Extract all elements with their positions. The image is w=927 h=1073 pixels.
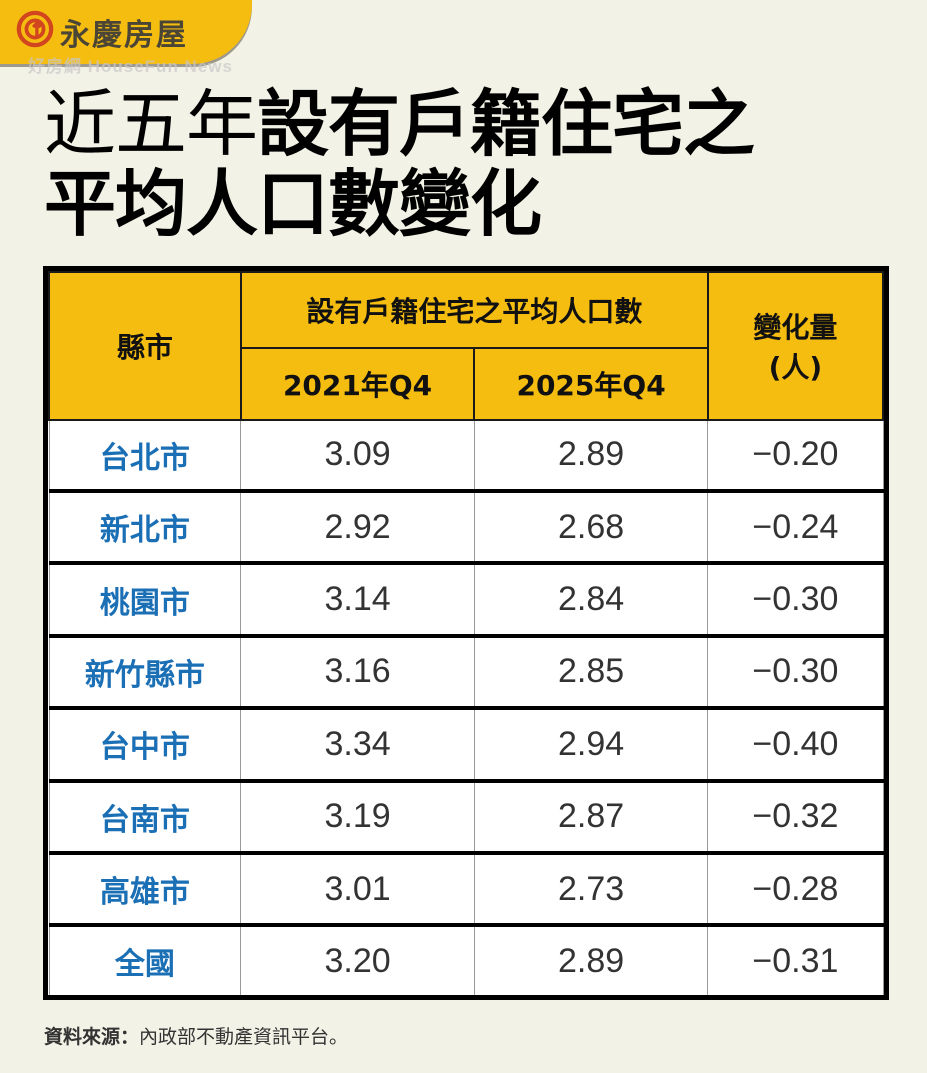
value-2025: 2.89 bbox=[473, 925, 709, 995]
city-cell: 台中市 bbox=[48, 708, 242, 783]
value-2021: 3.09 bbox=[240, 420, 475, 493]
city-cell: 台北市 bbox=[48, 420, 242, 493]
title-prefix: 近五年 bbox=[44, 82, 258, 166]
value-2025: 2.87 bbox=[473, 780, 709, 856]
source-text: 內政部不動產資訊平台。 bbox=[139, 1026, 349, 1048]
header-change-unit: (人) bbox=[768, 351, 823, 384]
value-2021: 3.19 bbox=[240, 780, 475, 856]
value-2025: 2.89 bbox=[473, 420, 709, 493]
value-change: −0.30 bbox=[707, 635, 884, 711]
watermark: 好房網 HouseFun News bbox=[28, 57, 233, 76]
value-change: −0.28 bbox=[707, 853, 884, 928]
header-2025: 2025年Q4 bbox=[473, 347, 709, 421]
value-2025: 2.73 bbox=[473, 853, 709, 928]
city-cell: 桃園市 bbox=[48, 563, 242, 638]
value-change: −0.40 bbox=[707, 708, 884, 783]
city-cell: 台南市 bbox=[48, 780, 242, 856]
table-row: 高雄市 3.01 2.73 −0.28 bbox=[48, 853, 884, 928]
value-2021: 3.16 bbox=[240, 635, 475, 711]
brand-name: 永慶房屋 bbox=[60, 18, 188, 53]
value-2025: 2.94 bbox=[473, 708, 709, 783]
header-county: 縣市 bbox=[48, 271, 242, 421]
title-line2: 平均人口數變化 bbox=[44, 162, 542, 246]
table-row-total: 全國 3.20 2.89 −0.31 bbox=[48, 925, 884, 995]
source-label: 資料來源： bbox=[44, 1026, 140, 1048]
value-2025: 2.84 bbox=[473, 563, 709, 638]
city-cell: 新北市 bbox=[48, 490, 242, 566]
value-2021: 3.20 bbox=[240, 925, 475, 995]
table-row: 台中市 3.34 2.94 −0.40 bbox=[48, 708, 884, 783]
city-cell: 高雄市 bbox=[48, 853, 242, 928]
source-note: 資料來源：內政部不動產資訊平台。 bbox=[44, 1022, 348, 1049]
city-cell: 新竹縣市 bbox=[48, 635, 242, 711]
data-table: 縣市 設有戶籍住宅之平均人口數 變化量 (人) 2021年Q4 2025年Q4 … bbox=[43, 266, 889, 1000]
circular-arrow-logo-icon bbox=[16, 10, 54, 48]
title-line1: 設有戶籍住宅之 bbox=[257, 82, 755, 166]
value-2025: 2.85 bbox=[473, 635, 709, 711]
value-change: −0.20 bbox=[707, 420, 884, 493]
value-2021: 3.14 bbox=[240, 563, 475, 638]
value-2021: 3.34 bbox=[240, 708, 475, 783]
header-change: 變化量 (人) bbox=[706, 271, 885, 421]
table-row: 台南市 3.19 2.87 −0.32 bbox=[48, 780, 884, 856]
brand-header: 永慶房屋 bbox=[0, 0, 252, 64]
value-2021: 3.01 bbox=[240, 853, 475, 928]
header-2021: 2021年Q4 bbox=[239, 347, 476, 421]
value-change: −0.30 bbox=[707, 563, 884, 638]
value-change: −0.32 bbox=[707, 780, 884, 856]
table-row: 桃園市 3.14 2.84 −0.30 bbox=[48, 563, 884, 638]
value-2025: 2.68 bbox=[473, 490, 709, 566]
header-group: 設有戶籍住宅之平均人口數 bbox=[239, 271, 709, 349]
page-title: 近五年設有戶籍住宅之 平均人口數變化 bbox=[44, 82, 755, 246]
header-change-label: 變化量 bbox=[753, 311, 838, 344]
table-row: 新北市 2.92 2.68 −0.24 bbox=[48, 490, 884, 566]
table-row: 新竹縣市 3.16 2.85 −0.30 bbox=[48, 635, 884, 711]
value-2021: 2.92 bbox=[240, 490, 475, 566]
city-cell: 全國 bbox=[48, 925, 242, 995]
value-change: −0.31 bbox=[707, 925, 884, 995]
value-change: −0.24 bbox=[707, 490, 884, 566]
table-row: 台北市 3.09 2.89 −0.20 bbox=[48, 420, 884, 493]
